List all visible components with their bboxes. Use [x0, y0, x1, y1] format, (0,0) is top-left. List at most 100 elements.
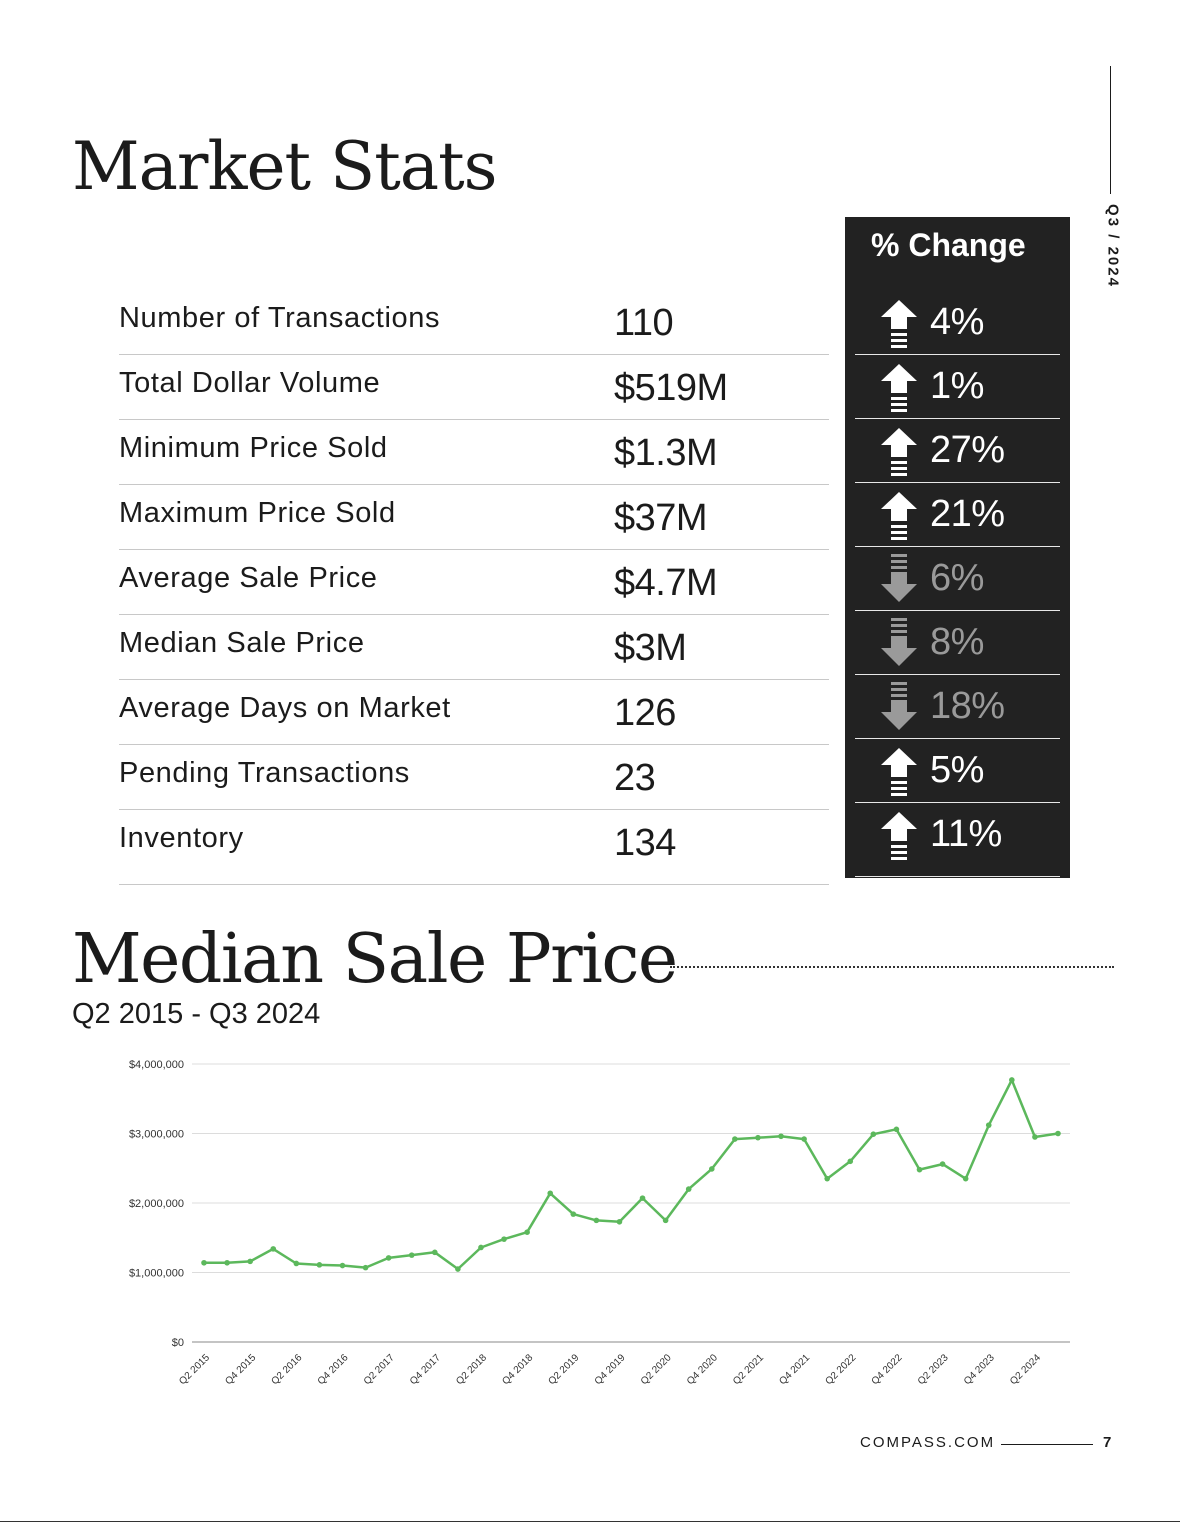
y-tick-label: $4,000,000 [129, 1059, 184, 1071]
stat-label: Median Sale Price [119, 627, 365, 659]
data-point [316, 1262, 323, 1268]
change-row: 27% [855, 418, 1060, 483]
data-point [247, 1258, 253, 1265]
stat-value: $37M [614, 497, 708, 539]
stat-row: Maximum Price Sold $37M [119, 485, 829, 550]
stat-value: 110 [614, 302, 674, 344]
percent-change-panel: % Change 4% 1% 27% 21% 6% 8% 18% 5% 11% [845, 217, 1070, 878]
stat-label: Inventory [119, 822, 244, 854]
x-tick-label: Q2 2022 [823, 1352, 858, 1387]
data-point [478, 1244, 484, 1251]
y-tick-label: $3,000,000 [129, 1129, 184, 1141]
data-point [224, 1259, 230, 1266]
y-tick-label: $1,000,000 [129, 1268, 184, 1280]
change-percent: 4% [930, 301, 984, 343]
x-tick-label: Q4 2019 [593, 1352, 628, 1387]
bottom-rule [0, 1521, 1180, 1522]
stat-value: $3M [614, 627, 687, 669]
arrow-up-icon [879, 746, 919, 796]
stat-value: $4.7M [614, 562, 718, 604]
x-tick-label: Q4 2018 [500, 1352, 535, 1387]
arrow-down-icon [879, 682, 919, 732]
change-row: 18% [855, 674, 1060, 739]
data-point [593, 1217, 600, 1224]
stat-label: Total Dollar Volume [119, 367, 381, 399]
x-tick-label: Q2 2023 [916, 1352, 951, 1387]
change-row: 5% [855, 738, 1060, 803]
data-point [501, 1236, 507, 1242]
x-tick-label: Q4 2020 [685, 1352, 720, 1387]
data-point [801, 1136, 807, 1142]
change-percent: 6% [930, 557, 984, 599]
data-point [685, 1186, 692, 1192]
change-percent: 11% [930, 813, 1002, 855]
data-point [732, 1136, 738, 1142]
data-point [570, 1211, 577, 1217]
change-percent: 1% [930, 365, 984, 407]
stat-label: Average Sale Price [119, 562, 378, 594]
x-tick-label: Q4 2015 [223, 1352, 258, 1387]
data-point [962, 1175, 969, 1182]
change-row: 6% [855, 546, 1060, 611]
x-tick-label: Q2 2021 [731, 1352, 766, 1387]
arrow-down-icon [879, 618, 919, 668]
x-tick-label: Q4 2016 [316, 1352, 351, 1387]
x-tick-label: Q4 2017 [408, 1352, 443, 1387]
market-stats-table: Number of Transactions 110 Total Dollar Vo… [119, 290, 829, 885]
change-row: 8% [855, 610, 1060, 675]
arrow-up-icon [879, 426, 919, 476]
data-point [547, 1190, 554, 1197]
data-point [1055, 1130, 1061, 1137]
stat-row: Median Sale Price $3M [119, 615, 829, 680]
stat-row: Minimum Price Sold $1.3M [119, 420, 829, 485]
arrow-up-icon [879, 810, 919, 860]
data-point [708, 1166, 715, 1172]
data-point [939, 1161, 946, 1167]
x-tick-label: Q4 2021 [777, 1352, 812, 1387]
change-row: 4% [855, 290, 1060, 355]
stat-row: Pending Transactions 23 [119, 745, 829, 810]
data-point [916, 1166, 923, 1173]
arrow-up-icon [879, 298, 919, 348]
data-point [1009, 1077, 1015, 1083]
arrow-up-icon [879, 490, 919, 540]
change-percent: 18% [930, 685, 1005, 727]
x-tick-label: Q2 2024 [1008, 1352, 1043, 1387]
stat-row: Average Sale Price $4.7M [119, 550, 829, 615]
change-percent: 21% [930, 493, 1005, 535]
stat-row: Average Days on Market 126 [119, 680, 829, 745]
y-tick-label: $2,000,000 [129, 1198, 184, 1210]
data-point [362, 1264, 369, 1271]
x-tick-label: Q2 2017 [362, 1352, 397, 1387]
market-stats-title: Market Stats [72, 128, 498, 205]
change-percent: 5% [930, 749, 984, 791]
data-point [893, 1126, 900, 1133]
x-tick-label: Q2 2015 [177, 1352, 212, 1387]
x-tick-label: Q2 2018 [454, 1352, 489, 1387]
change-percent: 8% [930, 621, 984, 663]
change-row: 21% [855, 482, 1060, 547]
y-tick-label: $0 [172, 1337, 184, 1349]
arrow-down-icon [879, 554, 919, 604]
data-point [985, 1122, 992, 1128]
x-tick-label: Q4 2023 [962, 1352, 997, 1387]
stat-value: $1.3M [614, 432, 718, 474]
data-point [870, 1131, 877, 1137]
data-point [824, 1175, 830, 1182]
data-point [455, 1266, 461, 1272]
stat-row: Inventory 134 [119, 810, 829, 885]
data-point [270, 1246, 277, 1252]
stat-value: 134 [614, 822, 676, 864]
percent-change-header: % Change [871, 227, 1026, 263]
data-point [524, 1229, 530, 1235]
stat-value: $519M [614, 367, 728, 409]
footer-site[interactable]: COMPASS.COM [860, 1434, 996, 1451]
stat-label: Average Days on Market [119, 692, 451, 724]
stat-label: Pending Transactions [119, 757, 410, 789]
chart-date-range: Q2 2015 - Q3 2024 [72, 998, 321, 1030]
footer-rule [1001, 1444, 1093, 1445]
data-point [293, 1260, 300, 1267]
x-tick-label: Q2 2019 [547, 1352, 582, 1387]
median-sale-price-title: Median Sale Price [72, 920, 678, 999]
stat-label: Minimum Price Sold [119, 432, 388, 464]
